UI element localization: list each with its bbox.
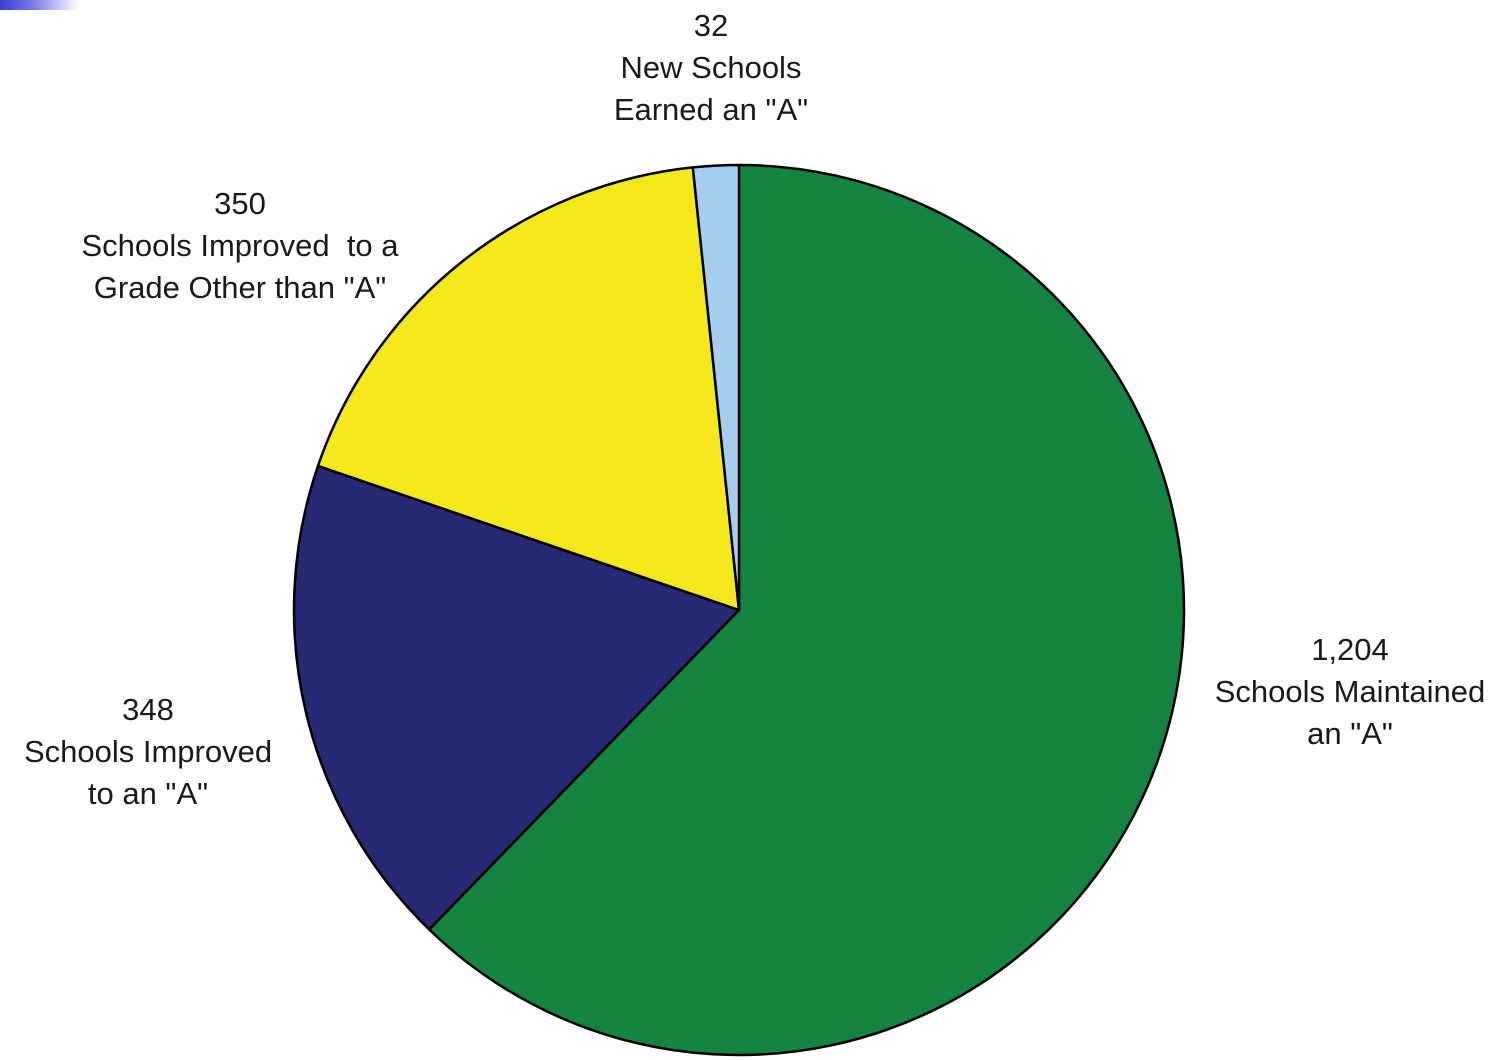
slice-new-schools xyxy=(691,163,741,612)
slice-category-label: Grade Other than "A" xyxy=(94,270,387,305)
slice-category-label: Schools Maintained xyxy=(1215,674,1486,709)
slice-improved-to-a xyxy=(292,464,741,931)
corner-accent-bar xyxy=(0,0,78,10)
slice-improved-to-a-label: 348 Schools Improved to an "A" xyxy=(24,692,272,811)
slice-category-label: New Schools xyxy=(621,50,802,85)
slice-maintained-a xyxy=(427,163,1186,1057)
slice-value-label: 32 xyxy=(694,8,728,43)
slice-value-label: 350 xyxy=(214,186,266,221)
slice-value-label: 1,204 xyxy=(1311,632,1389,667)
slice-new-schools-label: 32 New Schools Earned an "A" xyxy=(614,8,808,127)
slice-value-label: 348 xyxy=(122,692,174,727)
slice-category-label: Schools Improved to a xyxy=(81,228,399,263)
pie-slices xyxy=(292,163,1186,1057)
slice-category-label: an "A" xyxy=(1307,716,1393,751)
slice-improved-other-label: 350 Schools Improved to a Grade Other than… xyxy=(81,186,399,305)
pie-labels: 1,204 Schools Maintained an "A" 348 Schools … xyxy=(24,8,1485,811)
slice-category-label: Schools Improved xyxy=(24,734,272,769)
slice-maintained-a-label: 1,204 Schools Maintained an "A" xyxy=(1215,632,1486,751)
slice-category-label: to an "A" xyxy=(88,776,208,811)
slice-category-label: Earned an "A" xyxy=(614,92,808,127)
slice-improved-other xyxy=(316,166,741,612)
